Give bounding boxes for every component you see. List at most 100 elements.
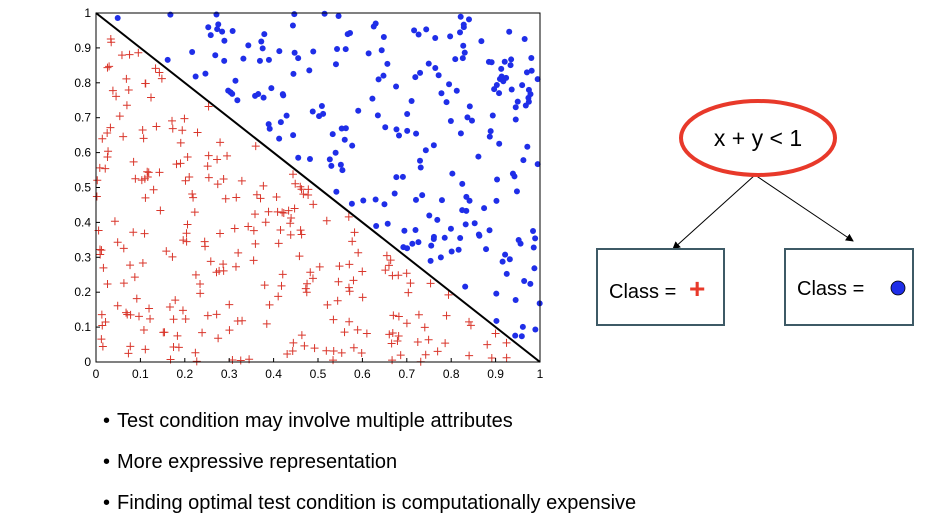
plus-point <box>348 237 357 246</box>
circle-point <box>427 257 434 264</box>
plus-point <box>279 208 288 217</box>
circle-point <box>446 81 453 88</box>
plus-point <box>146 314 155 323</box>
plus-point <box>214 334 223 343</box>
plus-point <box>404 288 413 297</box>
circle-point <box>507 62 514 69</box>
circle-point <box>205 24 212 31</box>
circle-point <box>459 180 466 187</box>
plus-point <box>189 193 198 202</box>
plus-point <box>196 289 205 298</box>
circle-point <box>417 69 424 76</box>
plus-point <box>381 266 390 275</box>
circle-point <box>502 251 509 258</box>
plus-point <box>204 102 213 111</box>
circle-point <box>328 162 335 169</box>
circle-point <box>423 26 430 33</box>
circle-point <box>513 188 520 195</box>
circle-point <box>494 176 501 183</box>
circle-point <box>437 254 444 261</box>
circle-point <box>214 26 221 33</box>
plus-point <box>442 311 451 320</box>
plus-point <box>105 62 114 71</box>
plus-point <box>329 356 338 365</box>
circle-point <box>461 49 468 56</box>
circle-point <box>384 60 391 67</box>
plus-point <box>181 314 190 323</box>
circle-point <box>534 76 541 83</box>
circle-point <box>488 59 495 66</box>
circle-point <box>295 55 302 62</box>
plus-point <box>278 208 287 217</box>
circle-point <box>432 35 439 42</box>
plus-point <box>273 207 282 216</box>
circle-point <box>401 227 408 234</box>
plus-point <box>310 344 319 353</box>
circle-point <box>349 142 356 149</box>
plus-point <box>402 319 411 328</box>
circle-point <box>335 12 342 19</box>
bullet-item: • More expressive representation <box>103 451 398 473</box>
plus-point <box>98 134 107 143</box>
y-axis-ticks: 0 0.1 0.2 0.3 0.4 0.5 0.6 0.7 0.8 0.9 1 <box>74 6 100 369</box>
circle-point <box>453 87 460 94</box>
plus-point <box>308 274 317 283</box>
plus-point <box>204 151 213 160</box>
plus-point <box>333 296 342 305</box>
plus-point <box>97 310 106 319</box>
plus-point <box>386 256 395 265</box>
circle-point <box>496 140 503 147</box>
plus-point <box>113 238 122 247</box>
circle-point <box>261 31 268 38</box>
circle-point <box>426 212 433 219</box>
plus-point <box>139 325 148 334</box>
plus-point <box>394 312 403 321</box>
root-node <box>679 99 837 177</box>
bullet-text: Test condition may involve multiple attr… <box>117 410 513 432</box>
plus-point <box>188 189 197 198</box>
plus-point <box>213 155 222 164</box>
plus-point <box>278 270 287 279</box>
plus-point <box>155 68 164 77</box>
plus-point <box>171 296 180 305</box>
plus-point <box>129 228 138 237</box>
plus-point <box>232 193 241 202</box>
plus-point <box>345 260 354 269</box>
circle-point <box>348 200 355 207</box>
plus-point <box>244 222 253 231</box>
plus-point <box>344 283 353 292</box>
circle-point <box>532 235 539 242</box>
plus-point <box>277 281 286 290</box>
plus-point <box>113 301 122 310</box>
circle-point <box>400 244 407 251</box>
x-axis-ticks: 0 0.1 0.2 0.3 0.4 0.5 0.6 0.7 0.8 0.9 1 <box>93 358 544 381</box>
plus-point <box>169 343 178 352</box>
circle-point <box>391 190 398 197</box>
circle-point <box>460 24 467 31</box>
circle-point <box>487 128 494 135</box>
circle-point <box>221 37 228 44</box>
plus-point <box>132 294 141 303</box>
plus-point <box>287 214 296 223</box>
y-tick-label: 0.3 <box>74 250 91 264</box>
plus-point <box>286 230 295 239</box>
plus-point <box>106 123 115 132</box>
x-tick-label: 0.7 <box>398 367 415 381</box>
circle-point <box>408 98 415 105</box>
plus-point <box>334 277 343 286</box>
circle-point <box>189 48 196 55</box>
circle-point <box>339 167 346 174</box>
plus-point <box>225 326 234 335</box>
circle-point <box>443 99 450 106</box>
plus-point <box>251 239 260 248</box>
plus-point <box>98 321 107 330</box>
circle-point <box>365 50 372 57</box>
circle-point <box>512 116 519 123</box>
plus-point <box>176 159 185 168</box>
circle-point <box>503 270 510 277</box>
circle-point <box>419 192 426 199</box>
circle-point <box>512 104 519 111</box>
circle-point <box>380 33 387 40</box>
circle-point <box>202 70 209 77</box>
circle-point <box>432 64 439 71</box>
